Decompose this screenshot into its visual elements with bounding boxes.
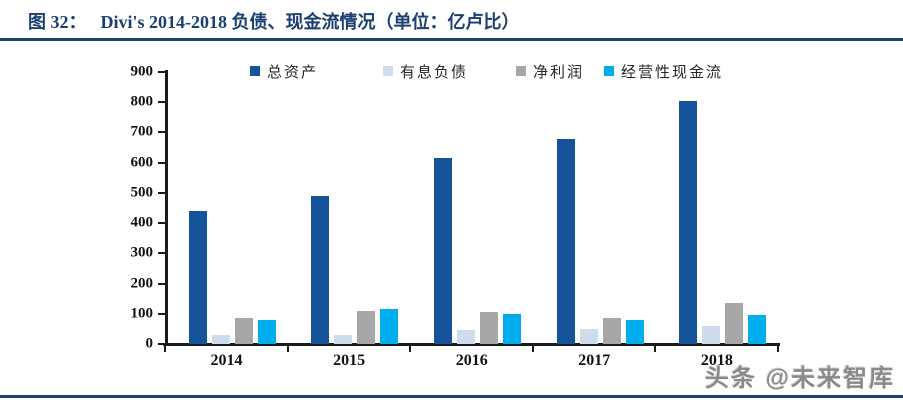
bar-总资产-2015 — [311, 195, 330, 344]
bar-有息负债-2016 — [457, 330, 475, 344]
y-tick-label: 200 — [130, 275, 154, 292]
bar-有息负债-2015 — [334, 334, 353, 344]
bar-经营性现金流-2017 — [625, 320, 644, 344]
watermark: 头条 @未来智库 — [704, 365, 895, 392]
y-tick-mark — [158, 252, 166, 255]
bottom-divider — [0, 395, 903, 398]
y-tick-label: 700 — [130, 123, 154, 140]
y-tick-label: 0 — [145, 335, 154, 352]
bar-chart: 总资产 有息负债 净利润 经营性现金流 0 100 200 300 400 500 600 700 8… — [0, 44, 903, 374]
x-tick-mark — [777, 345, 779, 352]
legend-item-总资产: 总资产 — [250, 62, 319, 81]
bar-总资产-2014 — [188, 211, 207, 344]
bar-经营性现金流-2016 — [503, 313, 521, 344]
bar-经营性现金流-2014 — [257, 319, 276, 344]
y-tick-label: 400 — [130, 214, 154, 231]
legend-label: 有息负债 — [400, 64, 469, 81]
y-tick-mark — [158, 161, 166, 164]
bar-净利润-2016 — [480, 312, 498, 344]
y-axis-line — [165, 70, 168, 345]
bar-净利润-2015 — [357, 310, 376, 344]
x-tick-mark — [654, 345, 657, 352]
x-category-label: 2018 — [700, 352, 733, 369]
bar-经营性现金流-2018 — [748, 315, 767, 344]
figure-title: 图 32： Divi's 2014-2018 负债、现金流情况（单位：亿卢比） — [28, 8, 893, 34]
x-category-label: 2017 — [578, 352, 611, 369]
y-tick-label: 600 — [130, 154, 154, 171]
y-tick-mark — [158, 101, 166, 104]
y-tick-label: 300 — [130, 244, 154, 261]
legend-swatch-icon — [516, 66, 526, 76]
y-tick-mark — [158, 343, 166, 345]
x-tick-mark — [164, 345, 166, 352]
legend-label: 净利润 — [533, 64, 585, 81]
x-category-label: 2016 — [455, 352, 488, 369]
y-tick-label: 800 — [130, 93, 154, 110]
bar-有息负债-2014 — [211, 334, 230, 344]
bar-总资产-2016 — [434, 158, 452, 344]
legend-swatch-icon — [383, 66, 393, 76]
bar-总资产-2017 — [556, 138, 575, 344]
bar-有息负债-2018 — [702, 325, 721, 344]
y-tick-mark — [158, 71, 166, 73]
chart-legend: 总资产 有息负债 净利润 经营性现金流 — [0, 62, 903, 82]
y-tick-mark — [158, 222, 166, 225]
legend-label: 总资产 — [267, 64, 319, 81]
bar-总资产-2018 — [679, 100, 698, 344]
y-tick-mark — [158, 282, 166, 285]
figure-title-text: Divi's 2014-2018 负债、现金流情况（单位：亿卢比） — [100, 12, 520, 32]
y-tick-label: 500 — [130, 184, 154, 201]
legend-item-经营性现金流: 经营性现金流 — [604, 62, 724, 81]
x-tick-mark — [409, 345, 412, 352]
legend-item-有息负债: 有息负债 — [383, 62, 469, 81]
bar-净利润-2017 — [602, 318, 621, 344]
legend-swatch-icon — [604, 66, 614, 76]
x-category-label: 2014 — [210, 352, 243, 369]
bar-经营性现金流-2015 — [380, 309, 399, 344]
legend-item-净利润: 净利润 — [516, 62, 585, 81]
x-tick-mark — [286, 345, 289, 352]
title-divider — [0, 38, 903, 41]
legend-label: 经营性现金流 — [621, 64, 724, 81]
legend-swatch-icon — [250, 66, 260, 76]
y-tick-mark — [158, 312, 166, 315]
bar-净利润-2014 — [234, 318, 253, 344]
y-tick-label: 900 — [130, 63, 154, 80]
x-tick-mark — [531, 345, 534, 352]
y-tick-mark — [158, 191, 166, 194]
bar-净利润-2018 — [725, 303, 744, 344]
figure-number: 图 32： — [28, 12, 87, 32]
bar-有息负债-2017 — [579, 328, 598, 344]
y-tick-label: 100 — [130, 305, 154, 322]
y-tick-mark — [158, 131, 166, 134]
x-axis-line — [163, 343, 780, 346]
x-category-label: 2015 — [333, 352, 366, 369]
